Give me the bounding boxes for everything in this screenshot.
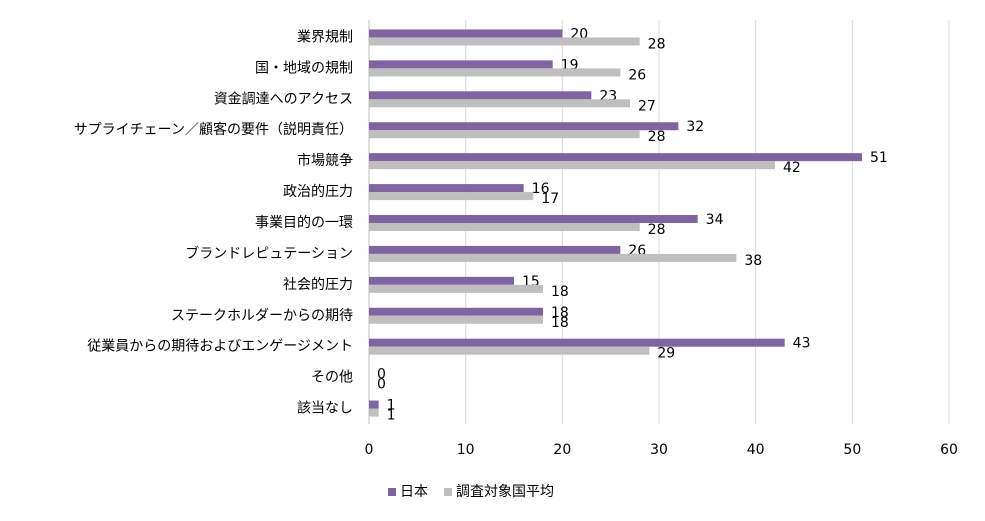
data-label: 29 <box>657 346 675 362</box>
data-label: 32 <box>686 119 704 135</box>
bar <box>369 307 543 316</box>
y-tick-label: 事業目的の一環 <box>255 215 353 231</box>
data-label: 18 <box>551 284 569 300</box>
data-label: 51 <box>870 150 888 166</box>
data-label: 18 <box>551 305 569 321</box>
bar <box>369 400 379 409</box>
data-label: 27 <box>638 98 656 114</box>
y-tick-label: 従業員からの期待およびエンゲージメント <box>87 339 353 355</box>
bar <box>369 215 698 223</box>
bar <box>369 161 775 170</box>
data-label: 16 <box>532 181 550 197</box>
bar <box>369 315 543 324</box>
data-label: 43 <box>793 336 811 352</box>
legend-swatch <box>444 488 452 496</box>
bar <box>369 37 640 46</box>
legend-label: 日本 <box>400 484 428 500</box>
y-tick-label: その他 <box>311 370 353 386</box>
data-label: 0 <box>377 367 386 383</box>
legend-label: 調査対象国平均 <box>456 484 554 500</box>
y-tick-label: 該当なし <box>297 401 353 417</box>
data-label: 1 <box>387 398 396 414</box>
bar <box>369 276 514 285</box>
x-tick-label: 10 <box>457 442 475 458</box>
y-tick-label: 資金調達へのアクセス <box>214 91 353 107</box>
legend-swatch <box>388 488 396 496</box>
bar <box>369 153 862 162</box>
data-label: 38 <box>744 253 762 269</box>
bar <box>369 253 737 262</box>
data-label: 28 <box>648 36 666 52</box>
y-tick-label: 政治的圧力 <box>283 184 353 200</box>
x-tick-label: 0 <box>365 442 374 458</box>
bar <box>369 346 650 355</box>
bar <box>369 192 534 201</box>
bar <box>369 122 679 131</box>
y-tick-label: 国・地域の規制 <box>255 60 353 76</box>
bar <box>369 245 621 254</box>
bar <box>369 68 621 77</box>
x-tick-label: 20 <box>553 442 571 458</box>
bar <box>369 29 563 38</box>
bar <box>369 284 543 293</box>
data-label: 28 <box>648 129 666 145</box>
bar <box>369 60 553 69</box>
data-label: 17 <box>541 191 559 207</box>
x-tick-label: 50 <box>843 442 861 458</box>
y-tick-label: ステークホルダーからの期待 <box>171 308 353 324</box>
bar <box>369 184 524 193</box>
bar <box>369 223 640 231</box>
bar <box>369 408 379 417</box>
bar <box>369 338 785 347</box>
x-tick-label: 60 <box>940 442 958 458</box>
y-tick-label: ブランドレピュテーション <box>185 245 353 262</box>
data-label: 28 <box>648 222 666 238</box>
data-label: 0 <box>377 377 386 393</box>
x-tick-label: 30 <box>650 442 668 458</box>
x-tick-label: 40 <box>747 442 765 458</box>
y-tick-label: 市場競争 <box>297 152 353 169</box>
data-label: 34 <box>706 212 724 228</box>
data-label: 18 <box>551 315 569 331</box>
bar <box>369 130 640 139</box>
y-tick-label: 業界規制 <box>297 29 353 45</box>
data-label: 42 <box>783 160 801 176</box>
data-label: 26 <box>628 67 646 83</box>
bar <box>369 99 630 108</box>
bar <box>369 91 592 100</box>
y-tick-label: サプライチェーン／顧客の要件（説明責任） <box>74 121 353 138</box>
data-label: 1 <box>387 408 396 424</box>
y-tick-label: 社会的圧力 <box>283 277 353 293</box>
